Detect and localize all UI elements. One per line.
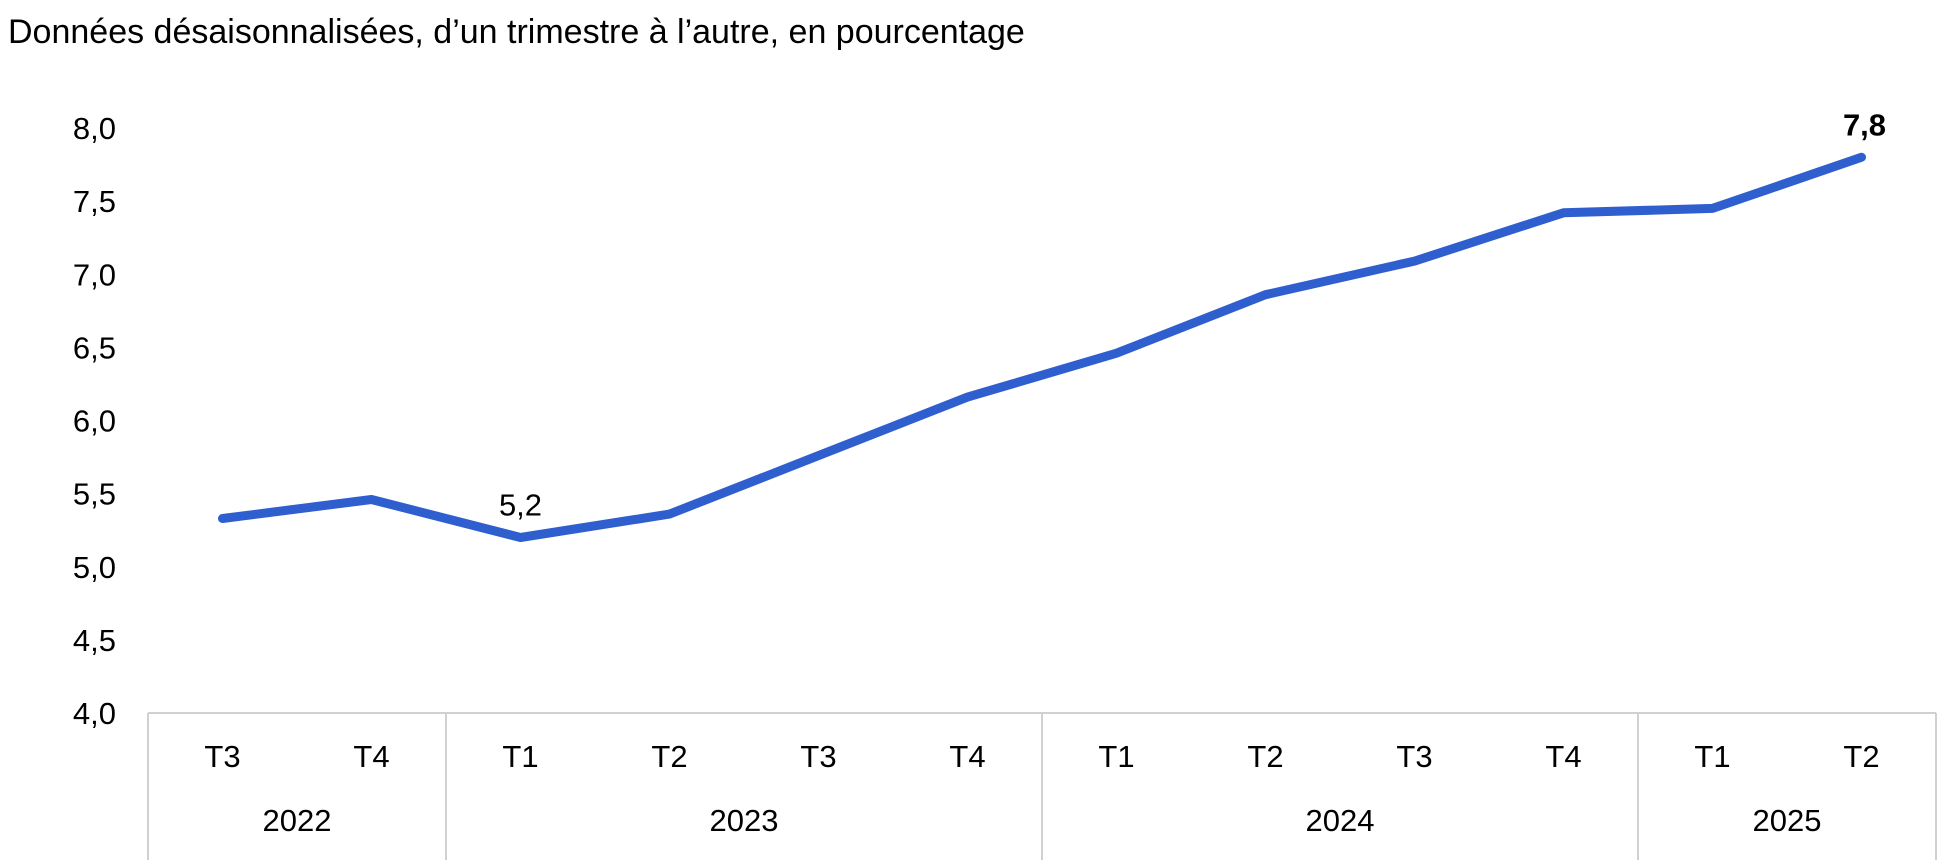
- data-label: 5,2: [499, 488, 542, 523]
- y-tick-label: 5,0: [73, 550, 116, 585]
- series-line: [218, 152, 1866, 542]
- x-group-label: 2024: [1306, 803, 1375, 838]
- x-group-label: 2022: [263, 803, 332, 838]
- x-group-label: 2023: [710, 803, 779, 838]
- x-tick-label: T2: [1843, 739, 1879, 774]
- x-group-label: 2025: [1753, 803, 1822, 838]
- x-tick-label: T1: [1098, 739, 1134, 774]
- x-tick-label: T1: [1694, 739, 1730, 774]
- y-tick-label: 4,0: [73, 696, 116, 731]
- y-tick-label: 4,5: [73, 623, 116, 658]
- y-tick-label: 7,5: [73, 184, 116, 219]
- data-label: 7,8: [1843, 107, 1886, 142]
- x-tick-label: T2: [651, 739, 687, 774]
- y-tick-label: 8,0: [73, 111, 116, 146]
- x-tick-label: T2: [1247, 739, 1283, 774]
- x-tick-label: T4: [353, 739, 389, 774]
- y-tick-label: 6,5: [73, 330, 116, 365]
- x-tick-label: T3: [1396, 739, 1432, 774]
- x-tick-label: T3: [800, 739, 836, 774]
- x-axis: T3 T4 T1 T2 T3 T4 T1 T2 T3 T4 T1 T2 2022 2023 2024 2025: [147, 712, 1937, 860]
- x-tick-label: T3: [204, 739, 240, 774]
- y-tick-label: 7,0: [73, 257, 116, 292]
- y-axis-labels: 4,0 4,5 5,0 5,5 6,0 6,5 7,0 7,5 8,0: [73, 111, 116, 731]
- x-tick-label: T4: [1545, 739, 1581, 774]
- y-tick-label: 6,0: [73, 404, 116, 439]
- series-layer: [218, 152, 1866, 542]
- x-tick-label: T1: [502, 739, 538, 774]
- x-tick-label: T4: [949, 739, 985, 774]
- y-tick-label: 5,5: [73, 477, 116, 512]
- chart-title: Données désaisonnalisées, d’un trimestre…: [8, 13, 1025, 51]
- annotation-layer: 5,2 7,8: [499, 107, 1886, 522]
